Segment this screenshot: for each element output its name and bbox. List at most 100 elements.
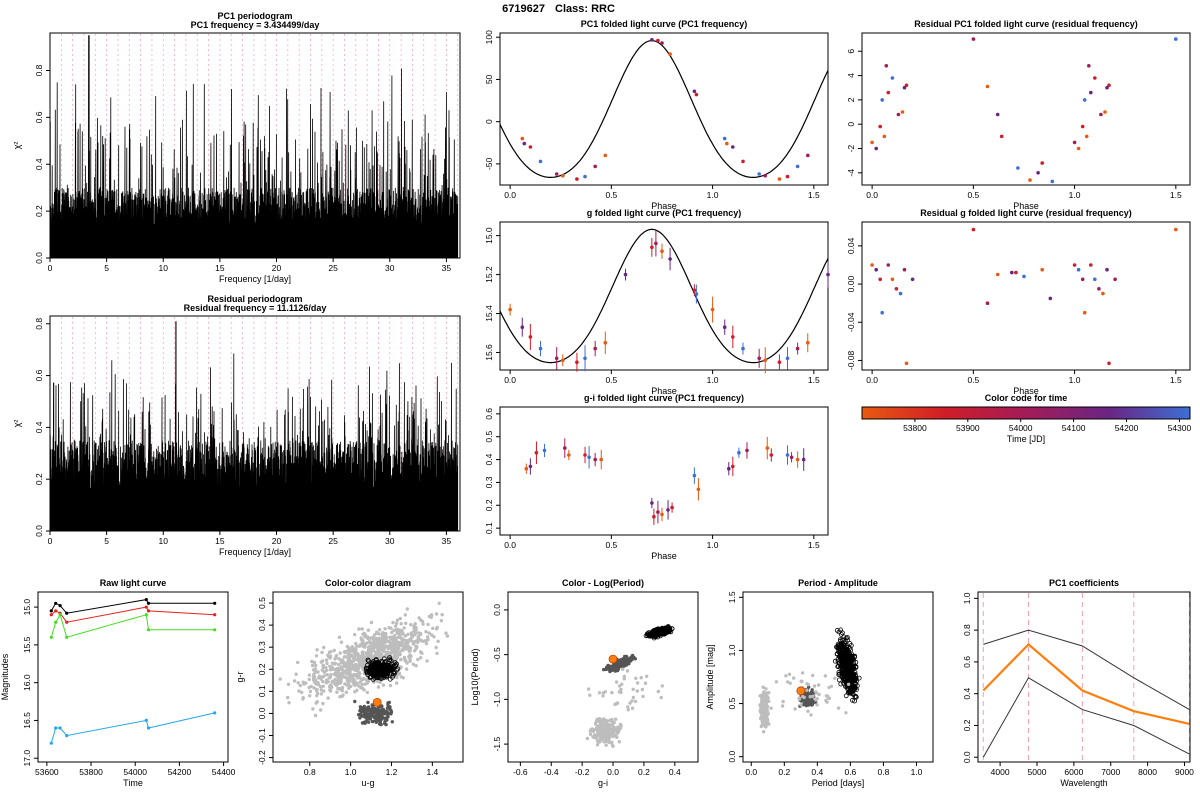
dark-point xyxy=(609,665,613,669)
x-tick-label: 0.0 xyxy=(866,375,878,385)
gray-point xyxy=(445,634,450,638)
gray-point xyxy=(640,687,645,692)
series-point-u xyxy=(65,734,69,738)
x-tick-label: 1.2 xyxy=(386,767,398,777)
gray-point xyxy=(603,723,607,728)
y-tick-label: 15.6 xyxy=(484,344,494,361)
data-point xyxy=(1076,146,1081,151)
open-point xyxy=(845,685,851,691)
data-point xyxy=(668,257,672,261)
data-point xyxy=(757,356,761,361)
x-tick-label: 53800 xyxy=(79,767,103,777)
gray-point xyxy=(635,681,640,685)
x-axis-label: Phase xyxy=(1013,386,1039,396)
open-point xyxy=(836,663,841,669)
gray-point xyxy=(361,632,365,636)
y-tick-label: 15.5 xyxy=(22,636,32,653)
data-point xyxy=(1105,85,1109,90)
y-tick-label: 0.0 xyxy=(492,604,502,616)
gray-point xyxy=(635,689,639,693)
target-star-marker xyxy=(372,697,382,707)
gray-point xyxy=(317,674,322,678)
open-point xyxy=(840,672,846,678)
data-point xyxy=(898,291,903,296)
y-tick-label: 0.0 xyxy=(962,751,972,763)
gray-point xyxy=(296,660,300,665)
series-point-i xyxy=(49,609,53,613)
gray-point xyxy=(381,683,386,687)
y-tick-label: 0 xyxy=(484,119,494,124)
panel-title: Color-color diagram xyxy=(325,578,411,588)
gray-point xyxy=(312,686,316,690)
x-tick-label: 30 xyxy=(385,263,395,273)
gray-point xyxy=(344,690,348,694)
gray-point xyxy=(383,627,387,631)
scatter-group xyxy=(278,601,450,727)
gray-point xyxy=(615,735,619,740)
gray-point xyxy=(437,601,441,605)
gray-point xyxy=(328,689,333,693)
data-point xyxy=(650,38,654,42)
pc1_folded-panel: PC1 folded light curve (PC1 frequency) 0.… xyxy=(484,19,829,211)
gray-point xyxy=(358,676,362,680)
colorbar-tick-label: 53800 xyxy=(903,423,927,433)
data-point xyxy=(1089,90,1093,95)
gray-point xyxy=(588,732,593,736)
gray-point xyxy=(327,676,331,680)
open-point xyxy=(848,653,854,658)
gray-point xyxy=(314,678,318,682)
data-point xyxy=(593,164,597,169)
gray-point xyxy=(398,616,402,621)
gray-point xyxy=(836,706,841,710)
data-point xyxy=(1107,83,1111,88)
data-point xyxy=(575,360,579,365)
gray-point xyxy=(614,717,618,721)
dark-point xyxy=(375,714,379,719)
y-tick-label: 0.00 xyxy=(846,276,856,293)
y-tick-label: -0.1 xyxy=(257,728,267,743)
gray-point xyxy=(360,686,365,690)
gray-point xyxy=(760,711,764,715)
data-point xyxy=(880,98,884,102)
colorbar-title: Color code for time xyxy=(985,393,1068,403)
open-point xyxy=(365,657,371,663)
gray-point xyxy=(760,699,764,703)
gray-point xyxy=(395,618,400,622)
open-point xyxy=(848,662,854,667)
gray-point xyxy=(806,709,810,713)
y-tick-label: 0.4 xyxy=(34,158,44,170)
y-tick-label: 0.4 xyxy=(484,453,494,465)
figure-title-id: 6719627 xyxy=(502,3,545,15)
x-tick-label: 0.5 xyxy=(967,375,979,385)
gray-point xyxy=(294,672,298,676)
gray-point xyxy=(310,659,314,664)
data-point xyxy=(806,153,810,158)
open-point xyxy=(649,631,655,637)
data-point xyxy=(583,356,587,361)
gray-point xyxy=(761,704,765,709)
gray-point xyxy=(421,622,425,626)
open-point xyxy=(848,643,854,648)
dark-point xyxy=(609,668,613,673)
open-point xyxy=(371,662,377,668)
open-point xyxy=(368,671,374,676)
open-point xyxy=(853,664,859,670)
gray-point xyxy=(761,685,765,689)
dark-point xyxy=(389,712,393,716)
y-tick-label: 15.4 xyxy=(484,305,494,322)
data-point xyxy=(1014,270,1018,275)
y-tick-label: 16.5 xyxy=(22,712,32,729)
coef-line-lower xyxy=(982,677,1190,758)
data-point xyxy=(528,145,533,149)
gray-point xyxy=(377,632,381,636)
gray-point xyxy=(414,625,418,630)
open-point xyxy=(836,642,842,648)
gray-point xyxy=(391,638,395,642)
data-point xyxy=(670,505,674,510)
data-point xyxy=(870,140,874,145)
open-point xyxy=(373,674,379,680)
y-tick-label: 1.0 xyxy=(727,644,737,656)
raw_light_curve-panel: Raw light curve 53600 53800 54000 54200 54400… xyxy=(0,578,236,788)
data-point xyxy=(795,346,800,351)
colorbar-ramp xyxy=(861,406,1191,420)
